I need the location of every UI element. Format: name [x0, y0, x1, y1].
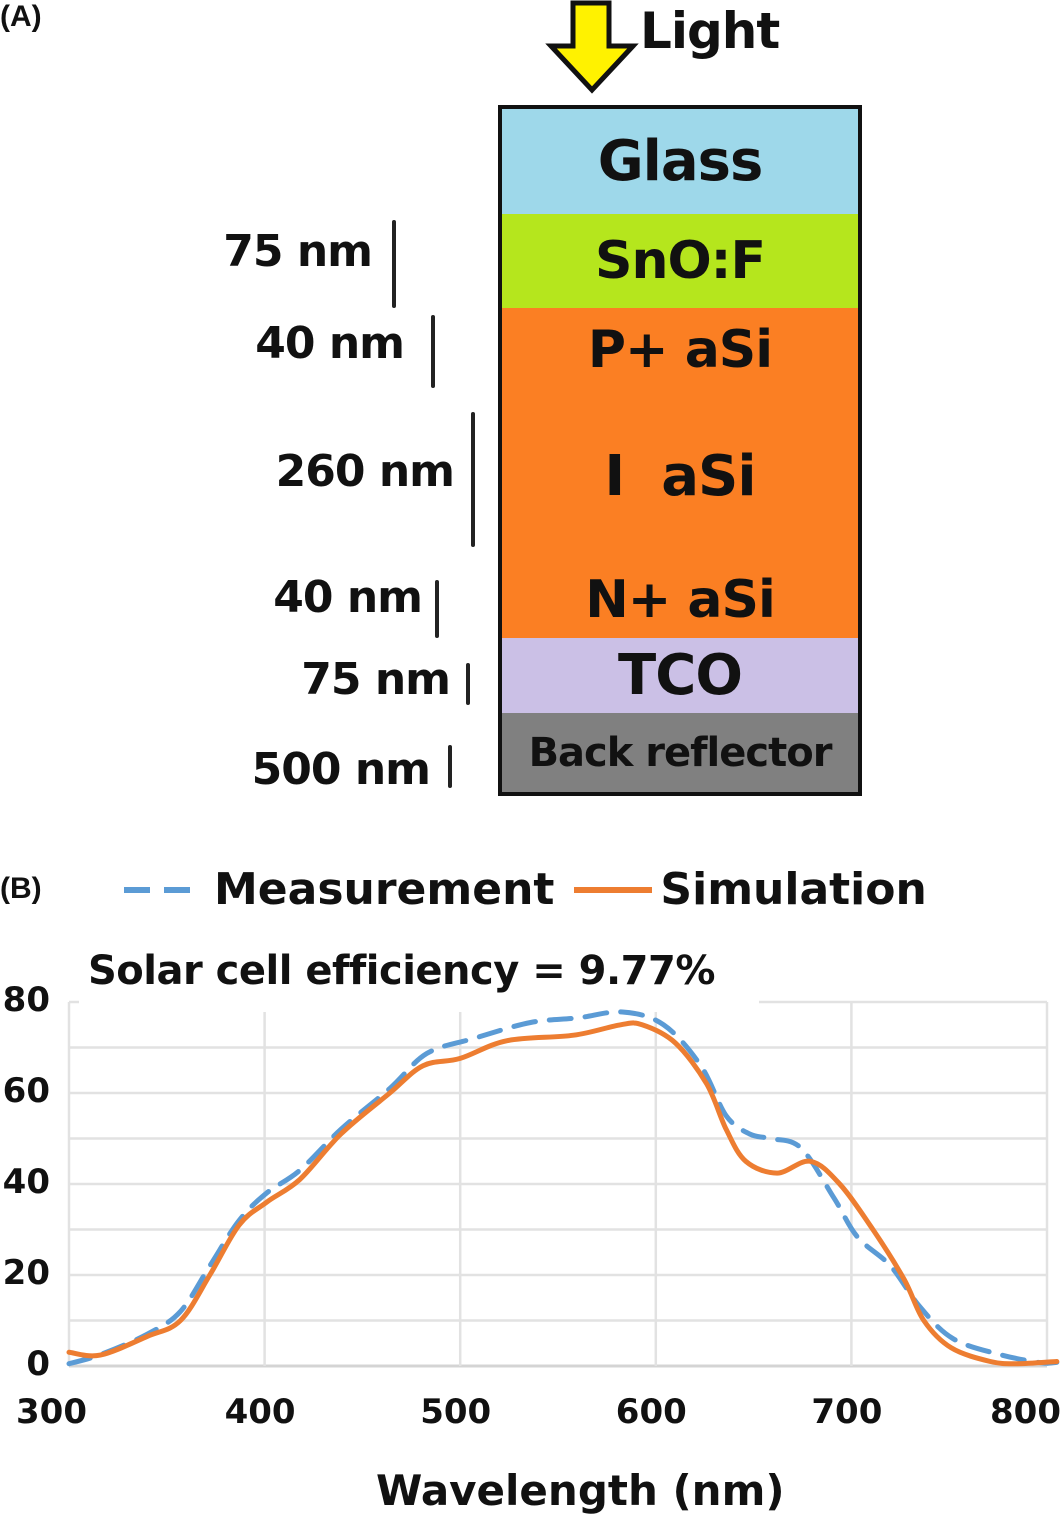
- layer-label: Glass: [597, 128, 764, 194]
- x-tick-label: 800: [990, 1392, 1061, 1432]
- legend-item-measurement: Measurement: [122, 864, 554, 915]
- x-tick-label: 700: [811, 1392, 883, 1432]
- panel-b-label: (B): [0, 872, 42, 905]
- series-line-measurement: [66, 1009, 1060, 1367]
- legend-label-simulation: Simulation: [660, 864, 927, 915]
- legend-item-simulation: Simulation: [572, 864, 927, 915]
- annotation-mask: [79, 998, 759, 1012]
- x-tick-label: 500: [420, 1392, 492, 1432]
- x-axis-title: Wavelength (nm): [376, 1466, 785, 1515]
- thickness-scale-bar: [435, 580, 439, 638]
- light-arrow-icon: [545, 0, 639, 94]
- layer-label: I aSi: [604, 444, 756, 509]
- layer-n-asi: N+ aSi: [498, 562, 862, 642]
- layer-label: TCO: [618, 642, 743, 708]
- y-tick-label: 60: [2, 1071, 50, 1111]
- light-label: Light: [640, 2, 780, 60]
- thickness-label: 40 nm: [273, 572, 423, 623]
- legend-label-measurement: Measurement: [214, 864, 555, 915]
- layer-label: N+ aSi: [585, 570, 776, 630]
- x-tick-label: 600: [615, 1392, 687, 1432]
- layer-label: SnO:F: [595, 231, 766, 291]
- thickness-scale-bar: [392, 220, 396, 308]
- thickness-scale-bar: [448, 745, 452, 788]
- chart-legend: Measurement Simulation: [122, 864, 927, 915]
- thickness-label: 40 nm: [255, 318, 405, 369]
- layer-p-asi: P+ aSi: [498, 308, 862, 396]
- thickness-label: 260 nm: [275, 446, 455, 497]
- efficiency-annotation: Solar cell efficiency = 9.77%: [88, 948, 715, 994]
- dashed-line-swatch-icon: [124, 886, 202, 893]
- layer-label: Back reflector: [528, 729, 833, 776]
- series-line-simulation: [66, 1020, 1060, 1367]
- thickness-label: 75 nm: [301, 654, 451, 705]
- layer-back-reflector: Back reflector: [498, 713, 862, 796]
- thickness-scale-bar: [471, 412, 475, 547]
- layer-label: P+ aSi: [587, 320, 773, 380]
- thickness-label: 500 nm: [251, 744, 431, 795]
- solid-line-swatch-icon: [574, 886, 653, 893]
- thickness-label: 75 nm: [223, 226, 373, 277]
- thickness-scale-bar: [466, 663, 470, 705]
- panel-a-label: (A): [0, 0, 42, 33]
- y-tick-label: 80: [2, 980, 50, 1020]
- layer-i-asi: I aSi: [498, 392, 862, 566]
- y-tick-label: 40: [2, 1162, 50, 1202]
- thickness-scale-bar: [431, 315, 435, 388]
- x-tick-label: 400: [224, 1392, 296, 1432]
- x-tick-label: 300: [16, 1392, 87, 1432]
- y-tick-label: 0: [26, 1344, 50, 1384]
- y-tick-label: 20: [2, 1253, 50, 1293]
